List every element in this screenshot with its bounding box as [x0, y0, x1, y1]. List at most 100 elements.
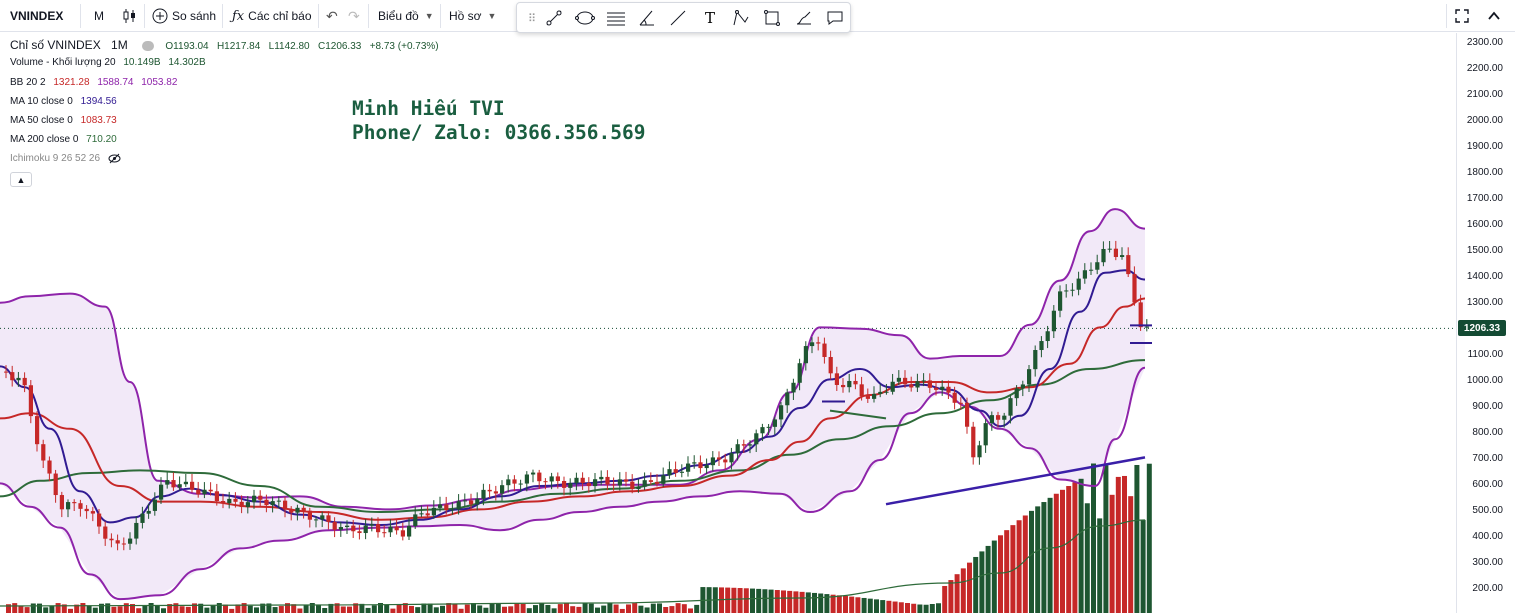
drag-handle[interactable]: ⠿: [521, 7, 543, 29]
candle-body: [438, 504, 443, 508]
redo-button[interactable]: ↷: [348, 0, 360, 32]
volume-bar: [1115, 476, 1121, 613]
volume-bar: [849, 596, 855, 613]
volume-bar: [756, 588, 762, 613]
candle-body: [896, 377, 901, 382]
text-tool[interactable]: T: [699, 7, 721, 29]
ma50-value: 1083.73: [80, 115, 117, 126]
brush-tool[interactable]: [793, 7, 815, 29]
comment-icon: [827, 11, 843, 25]
volume-bar: [508, 606, 514, 613]
volume-bar: [415, 607, 421, 613]
candle-body: [983, 423, 988, 446]
price-axis-tick: 1900.00: [1466, 141, 1503, 152]
undo-button[interactable]: ↶: [326, 0, 338, 32]
candle-body: [394, 526, 399, 531]
volume-bar: [973, 556, 979, 613]
volume-label: Volume - Khối lượng 20: [10, 57, 116, 68]
candle-body: [171, 480, 176, 488]
volume-bar: [1091, 463, 1096, 613]
ma50-line: [0, 297, 1146, 521]
volume-bar: [68, 608, 73, 613]
volume-bar: [37, 603, 42, 613]
interval-button[interactable]: M: [94, 0, 104, 32]
rectangle-tool[interactable]: [761, 7, 783, 29]
volume-bar: [781, 590, 786, 613]
chart-menu[interactable]: Biểu đồ ▼: [378, 0, 434, 32]
bb-legend[interactable]: BB 20 2 1321.28 1588.74 1053.82: [10, 76, 182, 90]
candle-body: [506, 479, 511, 486]
symbol-button[interactable]: VNINDEX: [10, 0, 63, 32]
candle-body: [90, 511, 95, 514]
ma200-value: 710.20: [86, 134, 117, 145]
interval-label: M: [94, 9, 104, 23]
ma200-legend[interactable]: MA 200 close 0 710.20: [10, 133, 122, 147]
redo-icon: ↷: [348, 7, 360, 24]
volume-bar: [1066, 486, 1072, 613]
volume-bar: [632, 603, 638, 613]
volume-bar: [867, 598, 873, 613]
collapse-toolbar-button[interactable]: [1487, 0, 1501, 32]
volume-bar: [148, 603, 154, 613]
volume-bar: [223, 604, 228, 613]
volume-bar: [638, 605, 644, 613]
line-tool[interactable]: [667, 7, 689, 29]
candle-body: [766, 426, 771, 428]
ellipse-icon: [575, 11, 595, 25]
candle-body: [326, 515, 331, 522]
candle-body: [940, 386, 945, 390]
candle-body: [1002, 415, 1007, 420]
eye-hidden-icon[interactable]: [108, 153, 121, 164]
candle-body: [921, 380, 926, 382]
candle-body: [351, 525, 356, 532]
legend-toggle-icon[interactable]: [142, 40, 155, 51]
toolbar-divider: [368, 4, 369, 28]
volume-bar: [458, 608, 464, 613]
ellipse-tool[interactable]: [574, 7, 596, 29]
candle-body: [258, 495, 263, 500]
price-chart[interactable]: [0, 33, 1456, 613]
compare-button[interactable]: So sánh: [152, 0, 216, 32]
candle-body: [952, 392, 957, 403]
candle-body: [28, 385, 33, 417]
ma50-legend[interactable]: MA 50 close 0 1083.73: [10, 114, 122, 128]
volume-legend[interactable]: Volume - Khối lượng 20 10.149B 14.302B: [10, 56, 211, 70]
candle-body: [518, 483, 523, 485]
candle-body: [580, 477, 585, 484]
ichimoku-legend[interactable]: Ichimoku 9 26 52 26: [10, 152, 121, 166]
volume-bar: [1122, 475, 1127, 613]
profile-menu[interactable]: Hồ sơ ▼: [449, 0, 496, 32]
chevron-up-icon: [1488, 11, 1500, 20]
candle-body: [853, 380, 858, 385]
volume-bar: [991, 540, 997, 613]
volume-bar: [1010, 525, 1016, 613]
pattern-tool[interactable]: [730, 7, 752, 29]
candle-body: [301, 507, 306, 511]
volume-bar: [18, 605, 24, 613]
ma10-legend[interactable]: MA 10 close 0 1394.56: [10, 95, 122, 109]
candle-body: [419, 513, 424, 515]
indicators-button[interactable]: ƒx Các chỉ báo: [232, 0, 312, 32]
volume-bar: [446, 603, 452, 613]
candle-body: [295, 507, 300, 513]
fullscreen-button[interactable]: [1455, 0, 1469, 32]
undo-icon: ↶: [326, 7, 338, 24]
volume-bar: [24, 607, 30, 613]
volume-bar: [167, 604, 173, 613]
candle-body: [822, 343, 827, 357]
angle-tool[interactable]: [636, 7, 658, 29]
volume-bar: [681, 604, 687, 613]
fib-retracement-tool[interactable]: [605, 7, 627, 29]
candle-body: [97, 513, 102, 527]
legend-title-row: Chỉ số VNINDEX 1M O1193.04 H1217.84 L114…: [10, 36, 444, 54]
comment-tool[interactable]: [824, 7, 846, 29]
chart-type-button[interactable]: [122, 0, 138, 32]
price-axis-tick: 2000.00: [1466, 115, 1503, 126]
candle-body: [239, 501, 244, 508]
volume-bar: [886, 600, 892, 613]
candle-body: [1064, 290, 1069, 292]
trend-line-tool[interactable]: [543, 7, 565, 29]
volume-bar: [774, 590, 780, 613]
legend-collapse-button[interactable]: ▲: [10, 172, 37, 187]
candle-body: [661, 475, 666, 484]
